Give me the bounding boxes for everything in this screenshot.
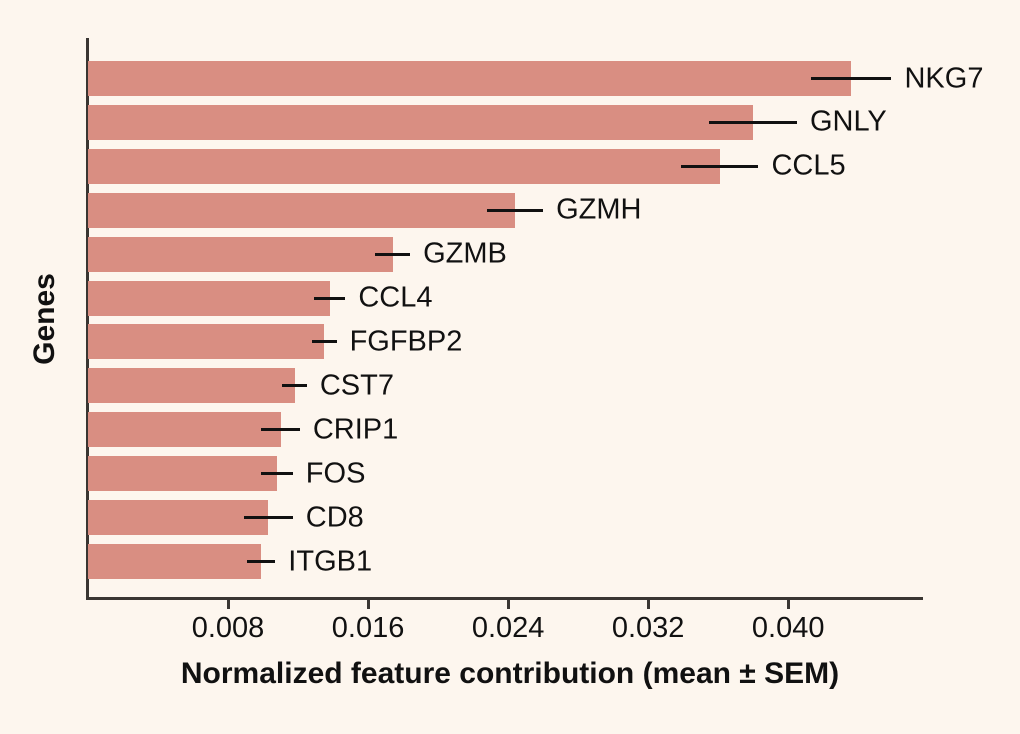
gene-label-nkg7: NKG7 bbox=[904, 62, 984, 94]
gene-label-crip1: CRIP1 bbox=[312, 413, 399, 446]
bar-nkg7 bbox=[88, 61, 852, 96]
y-axis-spine bbox=[86, 38, 89, 600]
error-bar-fgfbp2 bbox=[312, 340, 337, 344]
x-tick-0.032 bbox=[646, 600, 650, 609]
bar-gnly bbox=[88, 104, 754, 140]
bar-fos bbox=[88, 456, 278, 492]
gene-label-gzmb: GZMB bbox=[423, 237, 507, 270]
gene-label-cst7: CST7 bbox=[319, 369, 394, 402]
gene-label-gzmh: GZMH bbox=[556, 193, 642, 226]
x-tick-label-0.032: 0.032 bbox=[611, 612, 685, 644]
error-bar-ccl5 bbox=[681, 164, 759, 168]
gene-label-fos: FOS bbox=[305, 457, 366, 490]
bar-itgb1 bbox=[88, 544, 262, 579]
bar-ccl5 bbox=[88, 148, 720, 184]
error-bar-gzmh bbox=[487, 208, 544, 212]
gene-label-cd8: CD8 bbox=[305, 501, 364, 534]
error-bar-cst7 bbox=[282, 384, 307, 388]
x-axis-label: Normalized feature contribution (mean ± … bbox=[180, 657, 840, 690]
error-bar-gzmb bbox=[375, 252, 411, 256]
x-tick-0.008 bbox=[226, 600, 230, 609]
y-axis-label: Genes bbox=[28, 273, 61, 365]
bar-gzmb bbox=[88, 236, 393, 272]
bar-gzmh bbox=[88, 192, 516, 228]
error-bar-crip1 bbox=[261, 428, 300, 432]
x-tick-label-0.040: 0.040 bbox=[751, 612, 825, 644]
gene-label-ccl5: CCL5 bbox=[771, 149, 846, 182]
error-bar-cd8 bbox=[243, 516, 293, 520]
x-tick-label-0.024: 0.024 bbox=[471, 612, 545, 644]
x-tick-0.024 bbox=[506, 600, 510, 609]
bar-cd8 bbox=[88, 500, 269, 536]
gene-label-fgfbp2: FGFBP2 bbox=[349, 325, 463, 358]
bar-crip1 bbox=[88, 412, 281, 448]
bar-ccl4 bbox=[88, 280, 330, 316]
error-bar-nkg7 bbox=[810, 77, 892, 80]
gene-label-ccl4: CCL4 bbox=[358, 281, 433, 314]
error-bar-fos bbox=[261, 472, 293, 476]
gene-label-itgb1: ITGB1 bbox=[288, 545, 373, 577]
x-axis-spine bbox=[86, 597, 923, 600]
gene-label-gnly: GNLY bbox=[809, 105, 887, 138]
x-tick-0.040 bbox=[786, 600, 790, 609]
error-bar-ccl4 bbox=[313, 296, 346, 300]
error-bar-itgb1 bbox=[247, 560, 276, 563]
bar-cst7 bbox=[88, 368, 295, 404]
x-tick-0.016 bbox=[366, 600, 370, 609]
bar-fgfbp2 bbox=[88, 324, 325, 360]
error-bar-gnly bbox=[709, 120, 797, 124]
x-tick-label-0.008: 0.008 bbox=[191, 612, 265, 644]
x-tick-label-0.016: 0.016 bbox=[331, 612, 405, 644]
